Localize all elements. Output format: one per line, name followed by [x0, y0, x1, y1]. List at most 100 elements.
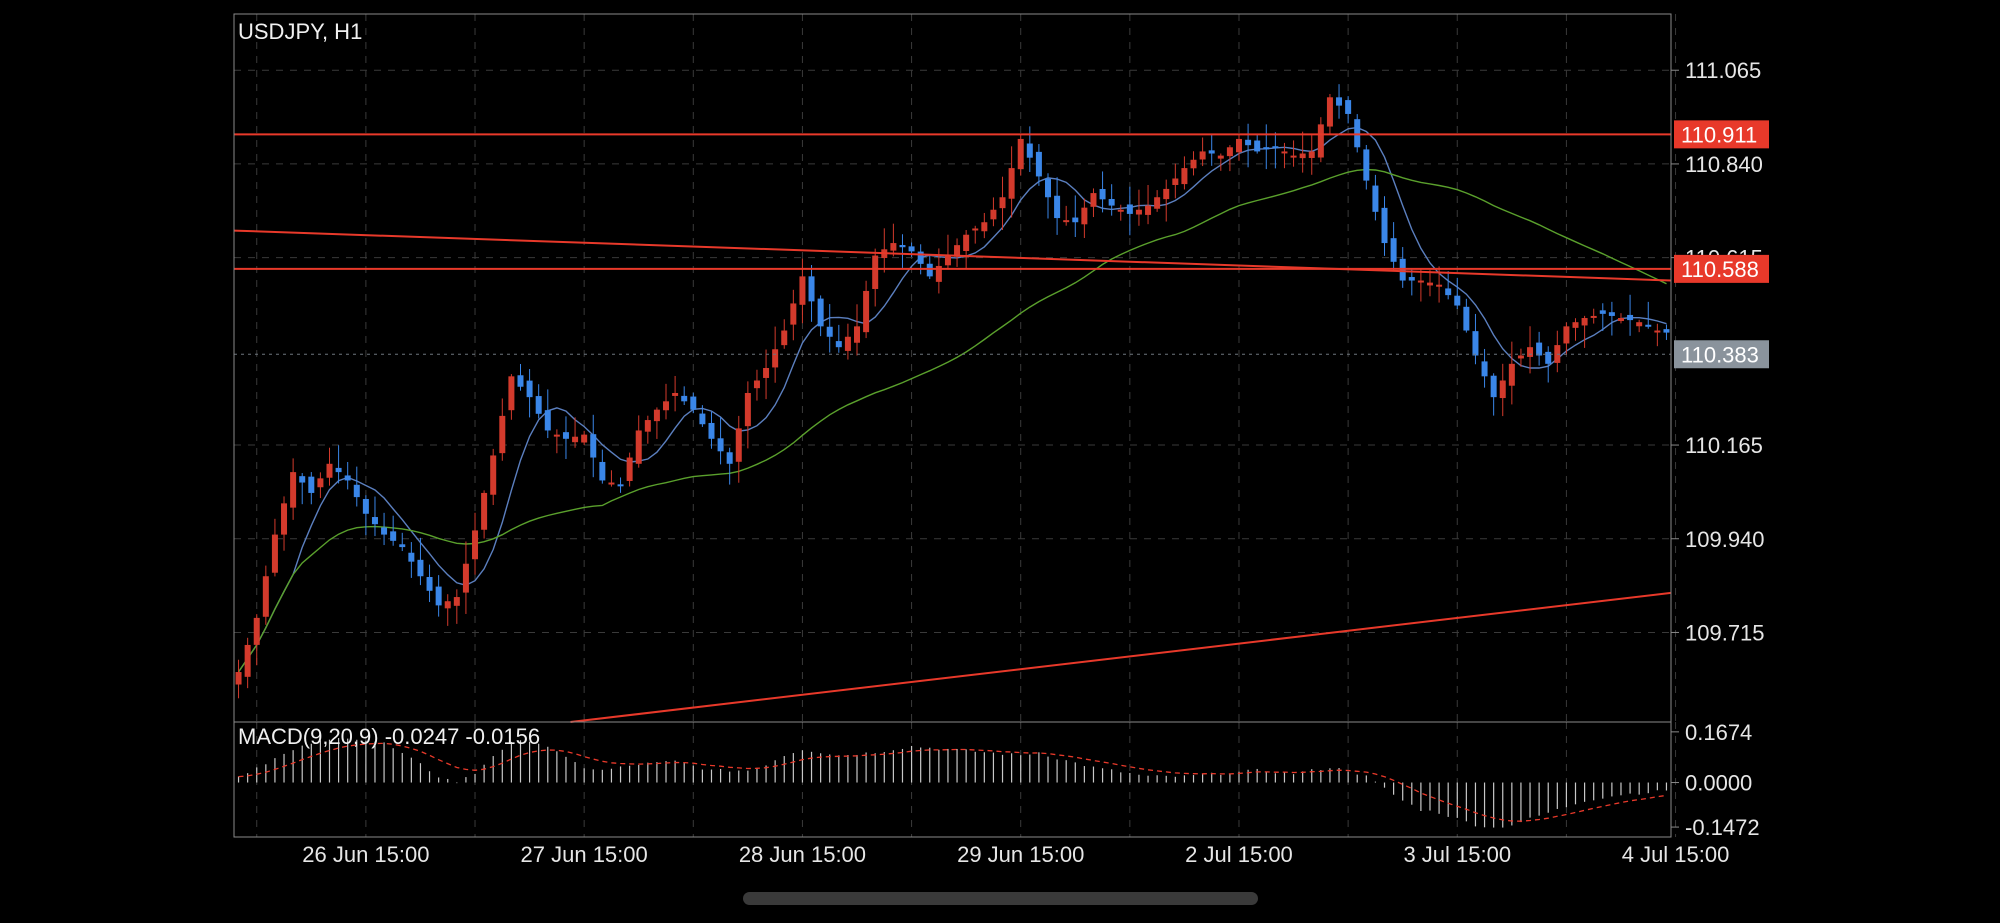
candle-body: [262, 576, 269, 617]
candle-body: [1336, 97, 1343, 106]
time-tick-label: 26 Jun 15:00: [302, 842, 429, 867]
candle-body: [972, 228, 979, 231]
candle-body: [663, 401, 670, 411]
candle-body: [472, 530, 479, 560]
candle-body: [526, 380, 533, 398]
candle-body: [817, 298, 824, 327]
candle-body: [1163, 188, 1170, 200]
trend-line: [570, 591, 1672, 723]
candle-body: [1381, 207, 1388, 244]
candle-body: [1527, 347, 1534, 357]
candle-body: [1663, 329, 1670, 333]
candle-body: [1599, 310, 1606, 314]
candle-body: [362, 498, 369, 514]
candle-body: [1363, 149, 1370, 181]
candle-body: [708, 422, 715, 439]
candle-body: [344, 475, 351, 481]
candle-body: [1326, 97, 1333, 127]
candle-body: [1181, 168, 1188, 185]
candle-body: [1108, 198, 1115, 206]
candle-body: [653, 409, 660, 422]
candle-body: [553, 434, 560, 437]
candle-body: [426, 577, 433, 591]
time-tick-label: 29 Jun 15:00: [957, 842, 1084, 867]
macd-tick-label: 0.0000: [1685, 771, 1752, 796]
candle-body: [1235, 138, 1242, 153]
candle-body: [1317, 124, 1324, 158]
candle-body: [581, 434, 588, 443]
candle-body: [1372, 185, 1379, 212]
candle-body: [990, 209, 997, 220]
candle-body: [399, 544, 406, 548]
candle-body: [244, 644, 251, 677]
candle-body: [590, 434, 597, 458]
candle-body: [572, 436, 579, 443]
candle-body: [1090, 193, 1097, 207]
candle-body: [1263, 147, 1270, 150]
time-tick-label: 28 Jun 15:00: [739, 842, 866, 867]
candle-body: [435, 586, 442, 606]
candle-body: [1254, 140, 1261, 152]
candle-body: [1472, 331, 1479, 356]
candle-body: [744, 392, 751, 427]
candle-body: [935, 265, 942, 282]
price-tick-label: 110.840: [1685, 152, 1763, 177]
candle-body: [1354, 119, 1361, 148]
candle-body: [1436, 284, 1443, 287]
candle-body: [617, 484, 624, 487]
candle-body: [1608, 312, 1615, 316]
candle-body: [290, 472, 297, 508]
candle-body: [381, 527, 388, 535]
macd-panel-frame: [233, 721, 1672, 838]
candle-body: [1563, 326, 1570, 344]
candle-body: [1408, 277, 1415, 281]
candle-body: [644, 420, 651, 432]
candle-body: [453, 597, 460, 606]
home-indicator[interactable]: [743, 892, 1258, 905]
trend-line: [233, 229, 1672, 282]
macd-axis: 0.1674 0.0000 -0.1472: [1671, 720, 1760, 840]
candle-body: [1035, 151, 1042, 177]
candle-body: [1054, 195, 1061, 219]
candle-body: [908, 246, 915, 252]
candle-body: [490, 455, 497, 495]
candle-body: [499, 415, 506, 454]
candle-body: [1126, 204, 1133, 214]
candle-body: [408, 552, 415, 562]
candle-body: [781, 330, 788, 346]
candlestick-series: [235, 84, 1670, 699]
candle-body: [790, 303, 797, 325]
candle-body: [444, 601, 451, 609]
candle-body: [981, 222, 988, 232]
candle-body: [1545, 351, 1552, 364]
candle-body: [1154, 197, 1161, 209]
candle-body: [1636, 322, 1643, 327]
candle-body: [826, 326, 833, 337]
candle-body: [1517, 355, 1524, 359]
candle-body: [1199, 151, 1206, 160]
candle-body: [1063, 220, 1070, 223]
candle-body: [1481, 361, 1488, 377]
candle-body: [1272, 146, 1279, 149]
candle-body: [808, 276, 815, 302]
candle-body: [1208, 150, 1215, 154]
candle-body: [1617, 318, 1624, 322]
candle-body: [1536, 342, 1543, 356]
candle-body: [626, 457, 633, 481]
time-tick-label: 4 Jul 15:00: [1622, 842, 1730, 867]
price-badge: [1674, 120, 1769, 149]
horizontal-levels: [234, 133, 1671, 355]
candle-body: [954, 245, 961, 257]
candle-body: [326, 463, 333, 478]
macd-label: MACD(9,20,9) -0.0247 -0.0156: [238, 724, 540, 749]
candle-body: [963, 234, 970, 251]
candle-body: [517, 375, 524, 387]
candle-body: [835, 341, 842, 348]
candle-body: [1145, 205, 1152, 215]
price-badge-label: 110.588: [1681, 257, 1759, 282]
candle-body: [1217, 155, 1224, 159]
candle-body: [1245, 139, 1252, 146]
moving-average-line: [237, 168, 1667, 673]
candle-body: [890, 243, 897, 251]
